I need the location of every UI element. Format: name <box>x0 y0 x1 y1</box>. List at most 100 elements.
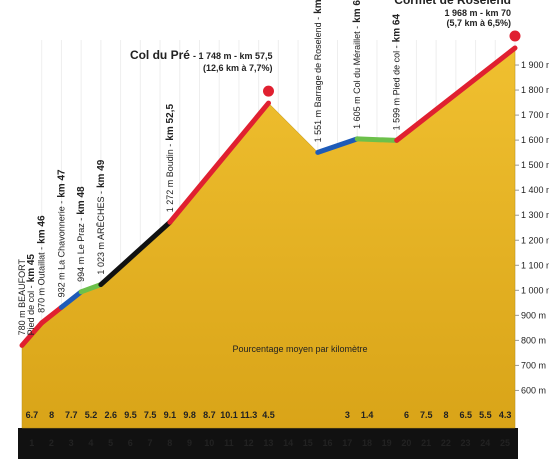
x-tick-label: 16 <box>323 438 333 448</box>
gradient-segment <box>19 320 45 348</box>
waypoint-place: 1 023 m ARÊCHES - <box>96 191 106 275</box>
waypoint-km: km 49 <box>96 159 107 188</box>
x-tick-label: 8 <box>167 438 172 448</box>
summit-marker <box>262 84 275 98</box>
gradient-label: 6.5 <box>459 410 472 420</box>
gradient-segment <box>58 289 84 310</box>
waypoint-label: 780 m BEAUFORT <box>17 259 27 336</box>
x-tick-label: 19 <box>382 438 392 448</box>
x-tick-label: 12 <box>244 438 254 448</box>
waypoint-km: km 48 <box>76 186 87 215</box>
x-tick-label: 20 <box>401 438 411 448</box>
y-tick-label: 1 100 m <box>521 260 549 270</box>
waypoint-label: 1 551 m Barrage de Roselend - km 60 <box>313 0 324 142</box>
waypoint-place: Pied de col - <box>26 285 36 335</box>
y-tick-label: 1 600 m <box>521 135 549 145</box>
y-tick-label: 1 200 m <box>521 235 549 245</box>
waypoint-km: km 45 <box>26 254 37 283</box>
waypoint-km: km 62 <box>352 0 363 23</box>
x-tick-label: 6 <box>128 438 133 448</box>
gradient-label: 7.5 <box>144 410 157 420</box>
y-tick-label: 1 800 m <box>521 85 549 95</box>
x-tick-label: 18 <box>362 438 372 448</box>
gradient-label: 8 <box>49 410 54 420</box>
gradient-segment <box>39 304 64 326</box>
gradient-label: 8 <box>443 410 448 420</box>
x-tick-label: 13 <box>263 438 273 448</box>
gradient-label: 9.5 <box>124 410 137 420</box>
summit-marker <box>508 29 522 43</box>
gradient-segment <box>98 219 173 288</box>
waypoint-label: 932 m La Chavonnerie - km 47 <box>56 169 67 297</box>
summit-name: Col du Pré <box>130 48 190 62</box>
gradient-label: 7.5 <box>420 410 433 420</box>
x-tick-label: 15 <box>303 438 313 448</box>
waypoint-km: km 47 <box>56 169 67 198</box>
gradient-label: 1.4 <box>361 410 374 420</box>
summit-label: Cormet de Roselend <box>394 0 511 7</box>
x-tick-label: 25 <box>500 438 510 448</box>
gradient-label: 3 <box>345 410 350 420</box>
gradient-label: 9.8 <box>183 410 196 420</box>
waypoint-place: 1 551 m Barrage de Roselend - <box>313 17 323 143</box>
gradient-note: Pourcentage moyen par kilomètre <box>232 344 367 354</box>
waypoint-km: km 60 <box>313 0 324 14</box>
waypoint-km: km 64 <box>392 14 403 43</box>
x-tick-label: 10 <box>204 438 214 448</box>
gradient-label: 8.7 <box>203 410 216 420</box>
y-tick-label: 600 m <box>521 385 546 395</box>
x-tick-label: 1 <box>29 438 34 448</box>
gradient-label: 4.5 <box>262 410 275 420</box>
x-tick-label: 14 <box>283 438 293 448</box>
waypoint-label: 1 272 m Boudin - km 52,5 <box>165 104 176 213</box>
gradient-label: 9.1 <box>164 410 177 420</box>
gradient-label: 2.6 <box>104 410 117 420</box>
gradient-label: 6 <box>404 410 409 420</box>
gradient-label: 5.2 <box>85 410 98 420</box>
x-tick-label: 5 <box>108 438 113 448</box>
y-tick-label: 700 m <box>521 360 546 370</box>
waypoint-place: 932 m La Chavonnerie - <box>56 201 66 298</box>
gradient-label: 7.7 <box>65 410 78 420</box>
x-tick-label: 3 <box>69 438 74 448</box>
waypoint-km: km 46 <box>37 215 48 244</box>
x-tick-label: 9 <box>187 438 192 448</box>
waypoint-km: km 52,5 <box>165 104 176 141</box>
summit-label: Col du Pré - 1 748 m - km 57,5 <box>130 48 273 62</box>
gradient-segment <box>78 282 104 295</box>
km-band <box>18 428 518 459</box>
x-tick-label: 2 <box>49 438 54 448</box>
waypoint-place: 780 m BEAUFORT <box>17 259 27 336</box>
gradient-label: 6.7 <box>26 410 39 420</box>
waypoint-place: 1 599 m Pied de col - <box>392 45 402 130</box>
x-tick-label: 23 <box>461 438 471 448</box>
waypoint-place: 1 605 m Col du Méraillet - <box>352 26 362 129</box>
y-tick-label: 1 400 m <box>521 185 549 195</box>
x-tick-label: 7 <box>148 438 153 448</box>
waypoint-place: 1 272 m Boudin - <box>165 144 175 213</box>
gradient-label: 11.3 <box>240 410 257 420</box>
summit-detail: 1 968 m - km 70 <box>444 8 511 18</box>
y-tick-label: 800 m <box>521 335 546 345</box>
waypoint-label: 1 023 m ARÊCHES - km 49 <box>96 159 107 274</box>
waypoint-place: 870 m Outaillat - <box>37 247 47 313</box>
y-tick-label: 1 500 m <box>521 160 549 170</box>
summit-name: Cormet de Roselend <box>394 0 511 7</box>
x-tick-label: 24 <box>480 438 490 448</box>
waypoint-label: 994 m Le Praz - km 48 <box>76 186 87 282</box>
gradient-label: 10.1 <box>220 410 238 420</box>
y-tick-label: 1 700 m <box>521 110 549 120</box>
x-tick-label: 17 <box>342 438 352 448</box>
x-tick-label: 21 <box>421 438 431 448</box>
waypoint-label: Pied de col - km 45 <box>26 254 37 336</box>
summit-detail: - 1 748 m - km 57,5 <box>193 51 273 61</box>
x-tick-label: 11 <box>224 438 234 448</box>
y-tick-label: 900 m <box>521 310 546 320</box>
gradient-segment <box>354 136 400 143</box>
x-tick-label: 4 <box>88 438 93 448</box>
gradient-segment <box>394 45 518 143</box>
x-tick-label: 22 <box>441 438 451 448</box>
gradient-segment <box>315 136 360 155</box>
y-tick-label: 1 300 m <box>521 210 549 220</box>
